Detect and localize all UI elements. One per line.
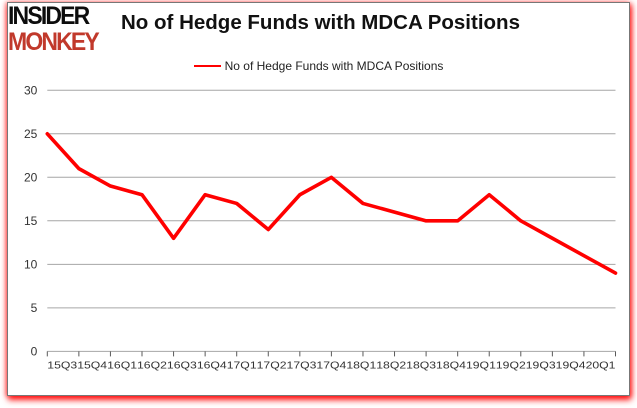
svg-text:15Q4: 15Q4 (77, 360, 107, 371)
svg-text:19Q4: 19Q4 (556, 360, 586, 371)
svg-text:16Q1: 16Q1 (107, 360, 137, 371)
svg-text:15: 15 (24, 214, 38, 228)
svg-text:16Q2: 16Q2 (137, 360, 167, 371)
svg-text:20: 20 (24, 170, 38, 184)
svg-text:10: 10 (24, 257, 38, 271)
svg-text:19Q1: 19Q1 (466, 360, 496, 371)
svg-text:17Q3: 17Q3 (287, 360, 317, 371)
svg-text:30: 30 (24, 83, 38, 97)
svg-text:17Q2: 17Q2 (257, 360, 287, 371)
svg-text:15Q3: 15Q3 (47, 360, 77, 371)
svg-text:16Q4: 16Q4 (197, 360, 227, 371)
svg-text:25: 25 (24, 127, 38, 141)
svg-text:18Q1: 18Q1 (346, 360, 376, 371)
svg-text:0: 0 (31, 344, 38, 358)
svg-text:16Q3: 16Q3 (167, 360, 197, 371)
svg-text:17Q1: 17Q1 (227, 360, 257, 371)
svg-text:17Q4: 17Q4 (316, 360, 346, 371)
svg-text:5: 5 (31, 301, 38, 315)
svg-text:18Q2: 18Q2 (376, 360, 406, 371)
svg-text:20Q1: 20Q1 (586, 360, 616, 371)
svg-text:19Q3: 19Q3 (526, 360, 556, 371)
svg-text:18Q4: 18Q4 (436, 360, 466, 371)
svg-text:18Q3: 18Q3 (406, 360, 436, 371)
svg-text:19Q2: 19Q2 (496, 360, 526, 371)
